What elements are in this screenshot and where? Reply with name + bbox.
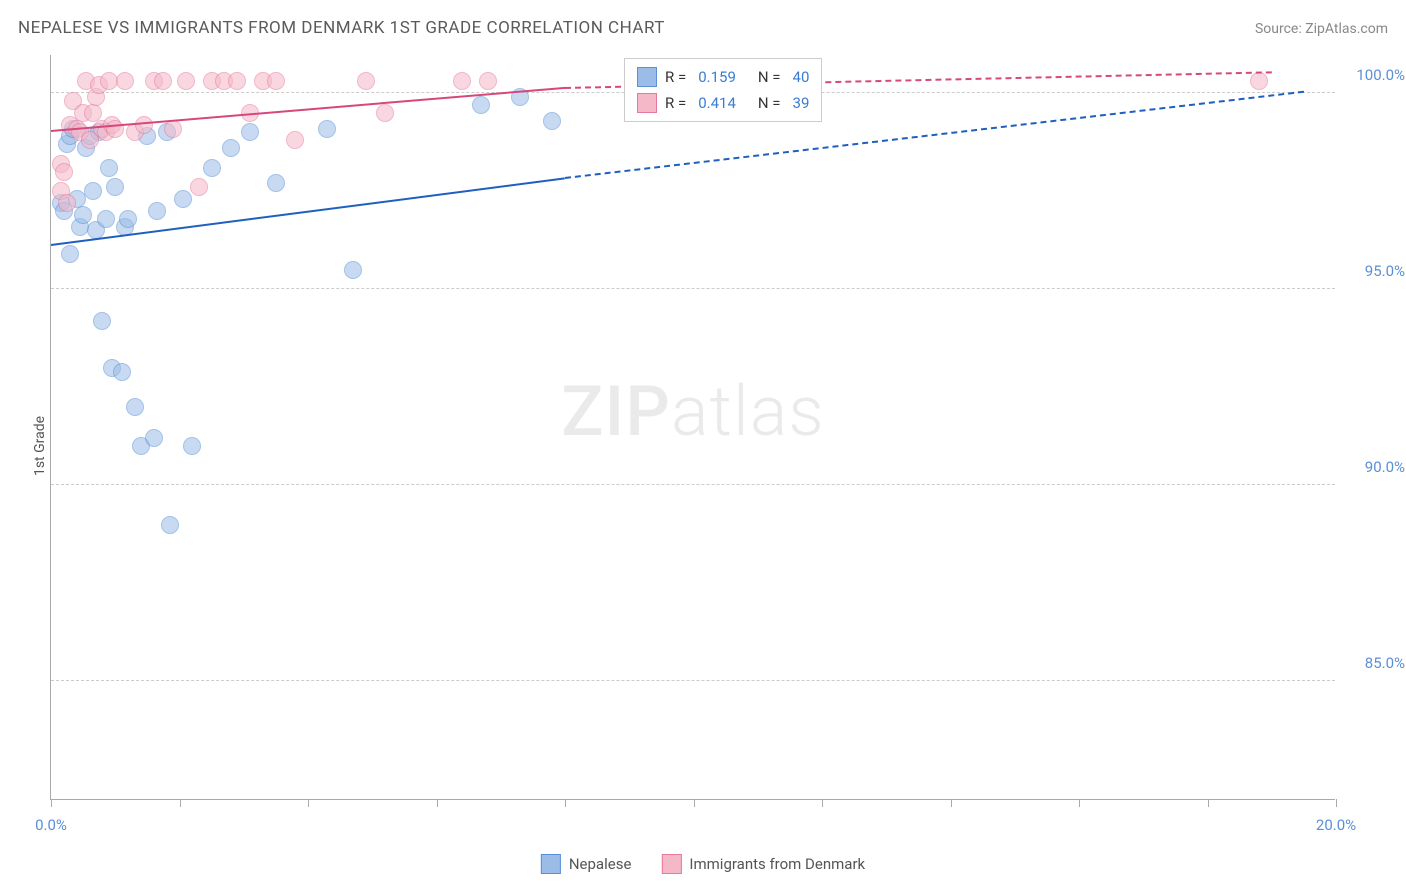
data-point [58, 194, 76, 212]
data-point [100, 159, 118, 177]
data-point [106, 178, 124, 196]
source-label: Source: ZipAtlas.com [1255, 21, 1388, 37]
x-tick [694, 799, 695, 807]
data-point [97, 210, 115, 228]
x-tick [1079, 799, 1080, 807]
stats-legend: R = 0.159 N = 40 R = 0.414 N = 39 [624, 58, 822, 122]
r-value: 0.159 [698, 68, 736, 86]
y-tick-label: 100.0% [1345, 66, 1405, 84]
data-point [55, 163, 73, 181]
r-label: R = [665, 94, 686, 112]
data-point [126, 398, 144, 416]
data-point [177, 72, 195, 90]
n-label: N = [758, 94, 781, 112]
series-legend: Nepalese Immigrants from Denmark [541, 854, 865, 874]
x-tick [1336, 799, 1337, 807]
x-tick [180, 799, 181, 807]
legend-item: Nepalese [541, 854, 632, 874]
data-point [93, 312, 111, 330]
watermark-bold: ZIP [561, 371, 671, 453]
data-point [286, 131, 304, 149]
data-point [203, 159, 221, 177]
y-axis-title: 1st Grade [32, 416, 48, 476]
y-tick-label: 85.0% [1345, 654, 1405, 672]
data-point [119, 210, 137, 228]
data-point [228, 72, 246, 90]
data-point [344, 261, 362, 279]
data-point [148, 202, 166, 220]
chart-plot-area: ZIPatlas 85.0%90.0%95.0%100.0%0.0%20.0%R… [50, 55, 1335, 800]
data-point [145, 429, 163, 447]
data-point [267, 72, 285, 90]
r-value: 0.414 [698, 94, 736, 112]
data-point [1250, 72, 1268, 90]
watermark: ZIPatlas [561, 371, 825, 453]
x-tick [951, 799, 952, 807]
data-point [318, 120, 336, 138]
n-value: 39 [793, 94, 810, 112]
data-point [190, 178, 208, 196]
x-tick-label: 0.0% [35, 816, 67, 834]
data-point [543, 112, 561, 130]
data-point [113, 363, 131, 381]
x-tick [565, 799, 566, 807]
stats-legend-row: R = 0.159 N = 40 [637, 64, 809, 90]
n-value: 40 [793, 68, 810, 86]
data-point [453, 72, 471, 90]
gridline [51, 680, 1335, 681]
data-point [479, 72, 497, 90]
data-point [183, 437, 201, 455]
x-tick-label: 20.0% [1316, 816, 1356, 834]
chart-header: NEPALESE VS IMMIGRANTS FROM DENMARK 1ST … [18, 18, 1388, 38]
y-tick-label: 95.0% [1345, 262, 1405, 280]
legend-swatch [637, 67, 657, 87]
stats-legend-row: R = 0.414 N = 39 [637, 90, 809, 116]
data-point [154, 72, 172, 90]
y-tick-label: 90.0% [1345, 458, 1405, 476]
data-point [106, 120, 124, 138]
legend-swatch [541, 854, 561, 874]
legend-swatch [661, 854, 681, 874]
data-point [84, 182, 102, 200]
data-point [61, 245, 79, 263]
data-point [376, 104, 394, 122]
r-label: R = [665, 68, 686, 86]
legend-item: Immigrants from Denmark [661, 854, 865, 874]
legend-label: Nepalese [569, 855, 632, 873]
data-point [116, 72, 134, 90]
gridline [51, 288, 1335, 289]
data-point [74, 206, 92, 224]
data-point [357, 72, 375, 90]
x-tick [437, 799, 438, 807]
watermark-light: atlas [671, 371, 825, 453]
legend-label: Immigrants from Denmark [689, 855, 865, 873]
legend-swatch [637, 93, 657, 113]
x-tick [308, 799, 309, 807]
data-point [161, 516, 179, 534]
x-tick [822, 799, 823, 807]
data-point [174, 190, 192, 208]
data-point [241, 123, 259, 141]
n-label: N = [758, 68, 781, 86]
data-point [267, 174, 285, 192]
data-point [222, 139, 240, 157]
gridline [51, 484, 1335, 485]
chart-title: NEPALESE VS IMMIGRANTS FROM DENMARK 1ST … [18, 18, 665, 38]
x-tick [1208, 799, 1209, 807]
x-tick [51, 799, 52, 807]
data-point [472, 96, 490, 114]
